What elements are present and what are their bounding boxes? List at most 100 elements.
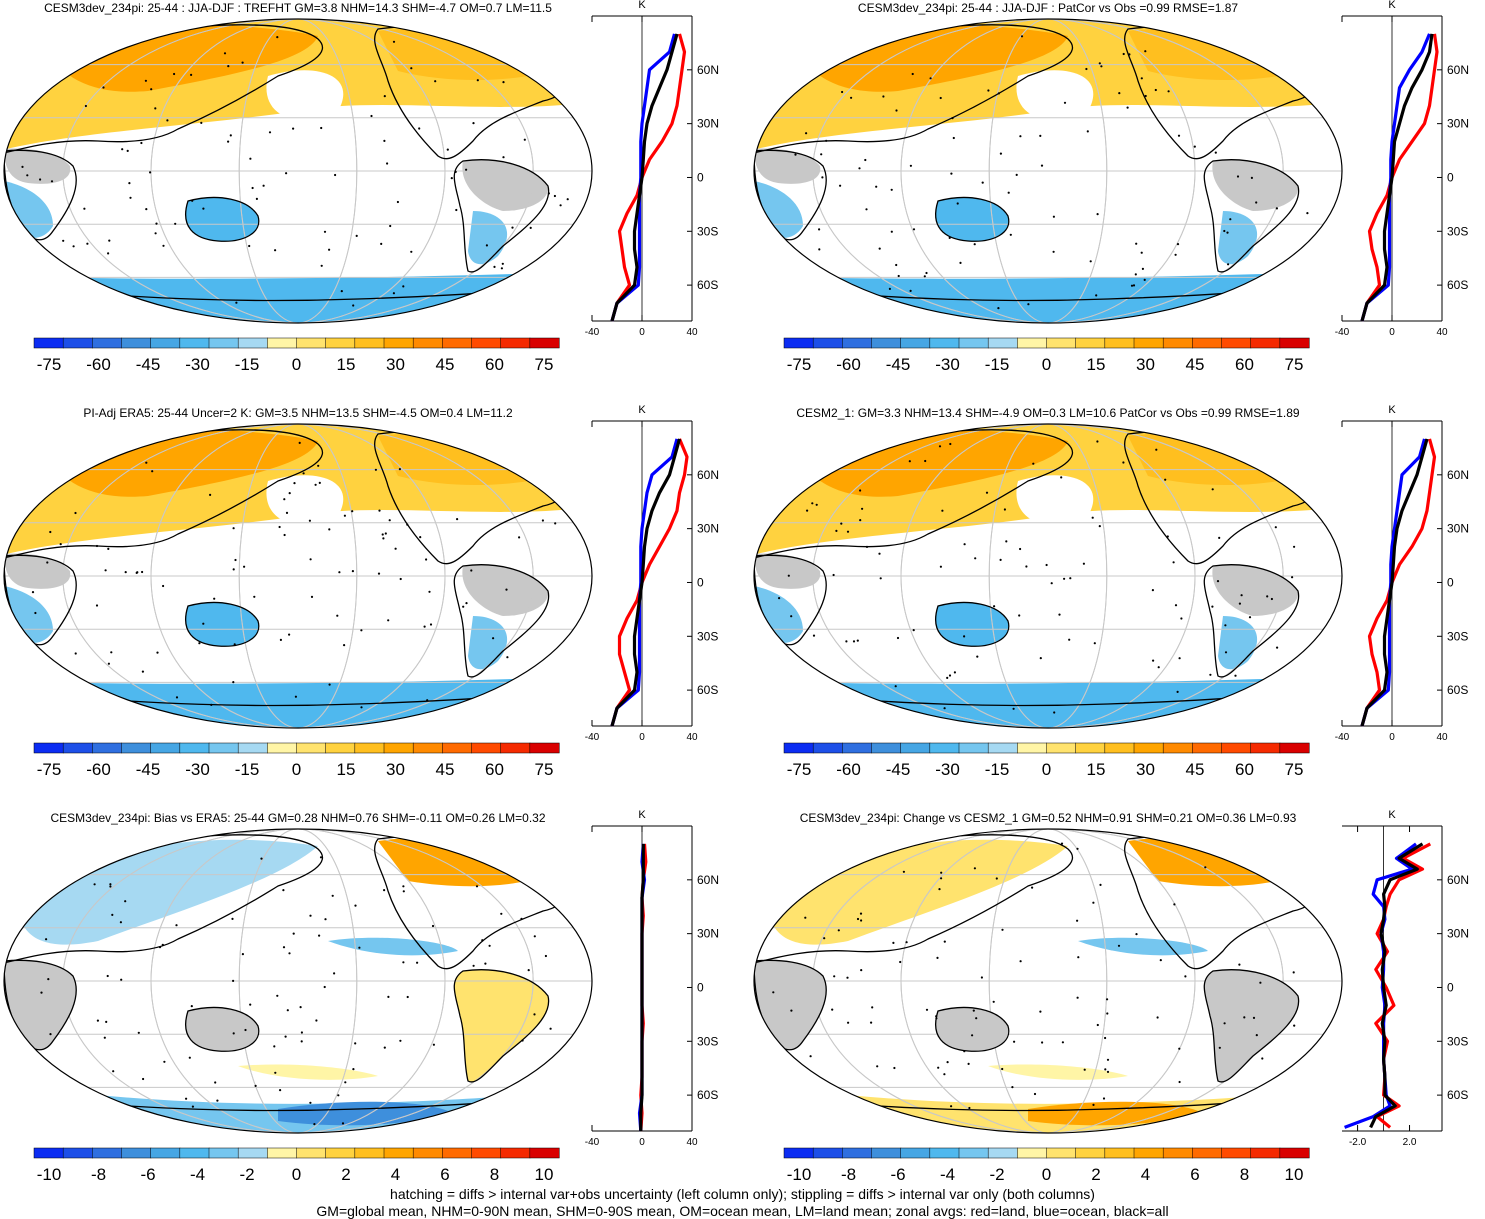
stipple-dot	[213, 597, 216, 600]
colorbar-swatch	[208, 742, 239, 754]
stipple-dot	[1039, 134, 1042, 137]
stipple-dot	[382, 537, 385, 540]
colorbar-swatch	[383, 742, 414, 754]
stipple-dot	[1238, 602, 1241, 605]
stipple-dot	[1216, 580, 1220, 583]
stipple-dot	[997, 92, 1001, 95]
stipple-dot	[1063, 577, 1066, 580]
zonal-xtick-label: -40	[585, 1137, 600, 1148]
stipple-dot	[1069, 577, 1072, 580]
stipple-dot	[1178, 1080, 1181, 1084]
zonal-lat-label: 0	[697, 575, 704, 589]
stipple-dot	[974, 557, 977, 560]
zonal-lat-label: 60S	[1447, 683, 1468, 697]
colorbar-swatch	[1162, 1147, 1193, 1159]
stipple-dot	[140, 141, 143, 145]
stipple-dot	[241, 61, 244, 64]
colorbar-swatch	[1192, 742, 1223, 754]
stipple-dot	[1157, 666, 1160, 669]
neutral-land	[462, 564, 549, 616]
colorbar-tick-label: 45	[436, 355, 455, 374]
colorbar-swatch	[958, 1147, 989, 1159]
cold-anomaly-band	[4, 676, 592, 728]
stipple-dot	[995, 877, 998, 880]
stipple-dot	[1053, 711, 1056, 714]
colorbar-tick-label: 75	[1285, 355, 1304, 374]
stipple-dot	[328, 528, 331, 531]
stipple-dot	[144, 79, 147, 82]
stipple-dot	[309, 558, 312, 561]
colorbar-tick-label: -8	[841, 1165, 856, 1184]
stipple-dot	[1276, 646, 1279, 649]
stipple-dot	[951, 117, 954, 120]
stipple-dot	[249, 157, 252, 160]
colorbar-swatch	[267, 742, 298, 754]
colorbar-swatch	[325, 337, 356, 349]
stipple-dot	[285, 511, 289, 514]
bias-patch-pacific	[328, 937, 458, 956]
stipple-dot	[1204, 866, 1207, 869]
colorbar-swatch	[812, 337, 843, 349]
neutral-land-africa	[754, 148, 821, 184]
zonal-lat-label: 0	[1447, 170, 1454, 184]
zonal-xtick-label: 40	[1436, 732, 1448, 743]
stipple-dot	[554, 522, 557, 525]
colorbar-tick-label: 10	[1285, 1165, 1304, 1184]
stipple-dot	[380, 242, 383, 245]
neutral-region	[266, 70, 344, 120]
stipple-dot	[1266, 595, 1269, 598]
graticule	[754, 19, 1342, 323]
graticule-meridian	[238, 829, 358, 1133]
stipple-dot	[292, 932, 295, 935]
coastline	[185, 196, 260, 242]
colorbar-tick-label: 60	[1235, 760, 1254, 779]
stipple-dot	[500, 267, 503, 270]
stipple-dot	[1226, 231, 1229, 234]
stipple-dot	[1178, 657, 1181, 660]
stipple-dot	[354, 1042, 357, 1045]
zonal-all-line	[1360, 33, 1434, 322]
stipple-dot	[894, 685, 897, 688]
stipple-dot	[890, 230, 893, 233]
stipple-dot	[418, 127, 421, 130]
stipple-dot	[963, 635, 966, 638]
colorbar-swatch	[354, 742, 385, 754]
stipple-dot	[523, 138, 526, 141]
stipple-dot	[999, 152, 1003, 155]
stipple-dot	[821, 176, 824, 179]
coastline	[935, 196, 1010, 242]
stipple-dot	[1106, 1070, 1110, 1073]
stipple-dot	[935, 1015, 938, 1018]
stipple-dot	[188, 1056, 191, 1059]
zonal-lat-label: 30N	[697, 522, 719, 536]
stipple-dot	[1229, 218, 1232, 221]
stipple-dot	[285, 172, 288, 175]
stipple-dot	[1096, 440, 1099, 443]
stipple-dot	[198, 642, 201, 645]
colorbar-tick-label: 75	[1285, 760, 1304, 779]
colorbar-swatch	[62, 742, 93, 754]
stipple-dot	[909, 289, 912, 292]
map-body	[4, 19, 592, 323]
colorbar-swatch	[150, 337, 181, 349]
stipple-dot	[939, 96, 942, 100]
colorbar-swatch	[500, 337, 531, 349]
colorbar-tick-label: 2	[341, 1165, 350, 1184]
stipple-dot	[899, 960, 902, 964]
stipple-dot	[39, 178, 42, 181]
stipple-dot	[107, 547, 110, 551]
stipple-dot	[283, 533, 286, 537]
stipple-dot	[1027, 303, 1030, 306]
neutral-land-africa	[4, 553, 71, 589]
stipple-dot	[107, 662, 110, 665]
map-body	[754, 829, 1342, 1133]
zonal-xtick-label: 2.0	[1403, 1137, 1417, 1148]
stipple-dot	[1063, 101, 1067, 104]
stipple-dot	[847, 1021, 850, 1024]
colorbar-swatch	[1192, 337, 1223, 349]
colorbar-tick-label: 8	[490, 1165, 499, 1184]
stipple-dot	[518, 536, 521, 539]
neutral-land	[1212, 564, 1299, 616]
stipple-dot	[1184, 975, 1187, 978]
stipple-dot	[472, 122, 475, 125]
